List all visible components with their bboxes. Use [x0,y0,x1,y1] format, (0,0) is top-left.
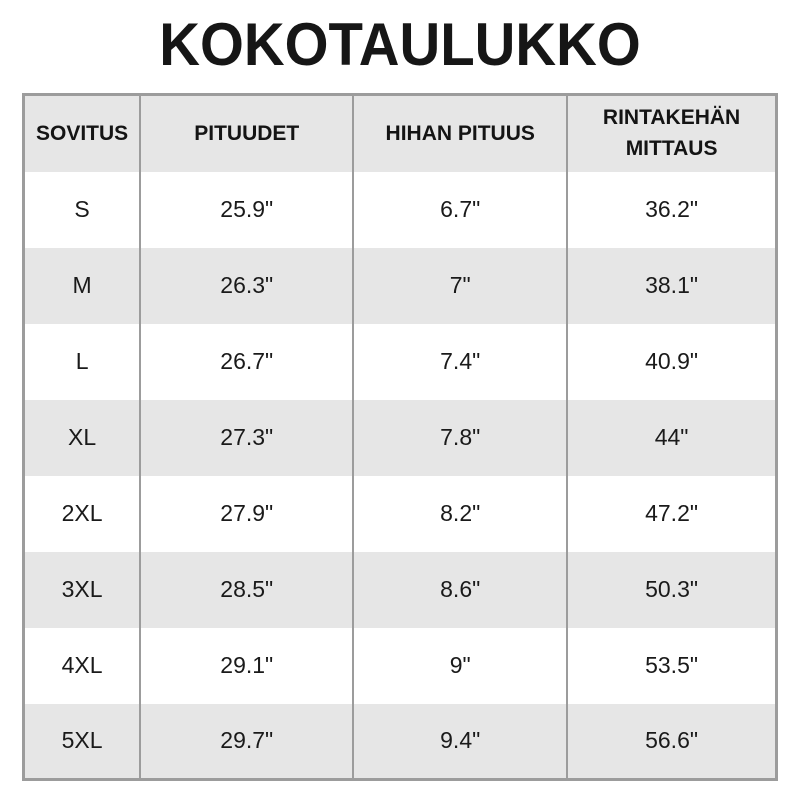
header-cell-sovitus: SOVITUS [36,121,129,145]
cell-sleeve: 6.7" [352,171,568,248]
header-cell-rintakehan-mittaus: RINTAKEHÄN MITTAUS [566,94,777,172]
header-cell-hihan-pituus: HIHAN PITUUS [352,94,568,172]
table-row-m: M 26.3" 7" 38.1" [23,247,777,324]
cell-sleeve: 7.8" [352,399,568,476]
cell-length: 26.3" [139,247,354,324]
table-row-xl: XL 27.3" 7.8" 44" [23,399,777,476]
table-row-s: S 25.9" 6.7" 36.2" [23,171,777,248]
cell-length: 29.7" [139,703,354,780]
cell-size: S [74,196,90,222]
table-row-l: L 26.7" 7.4" 40.9" [23,323,777,400]
page-title: KOKOTAULUKKO [159,11,641,78]
cell-chest: 50.3" [566,551,777,628]
cell-size: 2XL [61,500,103,526]
cell-chest: 40.9" [566,323,777,400]
cell-sleeve: 8.2" [352,475,568,552]
cell-sleeve: 8.6" [352,551,568,628]
cell-sleeve: 7" [352,247,568,324]
cell-size: 5XL [61,727,103,754]
cell-length: 28.5" [139,551,354,628]
cell-length: 25.9" [139,171,354,248]
cell-sleeve: 9" [352,627,568,704]
header-row: SOVITUS PITUUDET HIHAN PITUUS RINTAKEHÄN… [23,94,777,172]
cell-length: 26.7" [139,323,354,400]
table-row-3xl: 3XL 28.5" 8.6" 50.3" [23,551,777,628]
header-cell-pituudet: PITUUDET [139,94,354,172]
table-row-5xl: 5XL 29.7" 9.4" 56.6" [23,703,777,780]
cell-size: L [75,348,89,374]
cell-size: 4XL [61,652,103,678]
table-row-2xl: 2XL 27.9" 8.2" 47.2" [23,475,777,552]
table-row-4xl: 4XL 29.1" 9" 53.5" [23,627,777,704]
cell-length: 27.9" [139,475,354,552]
cell-chest: 56.6" [566,703,777,780]
cell-length: 27.3" [139,399,354,476]
cell-chest: 38.1" [566,247,777,324]
cell-sleeve: 7.4" [352,323,568,400]
cell-size: XL [68,424,97,450]
cell-chest: 47.2" [566,475,777,552]
cell-chest: 53.5" [566,627,777,704]
cell-size: 3XL [61,576,103,602]
cell-length: 29.1" [139,627,354,704]
cell-size: M [72,272,92,298]
cell-sleeve: 9.4" [352,703,568,780]
cell-chest: 36.2" [566,171,777,248]
size-chart-table: SOVITUS PITUUDET HIHAN PITUUS RINTAKEHÄN… [22,93,778,781]
cell-chest: 44" [566,399,777,476]
